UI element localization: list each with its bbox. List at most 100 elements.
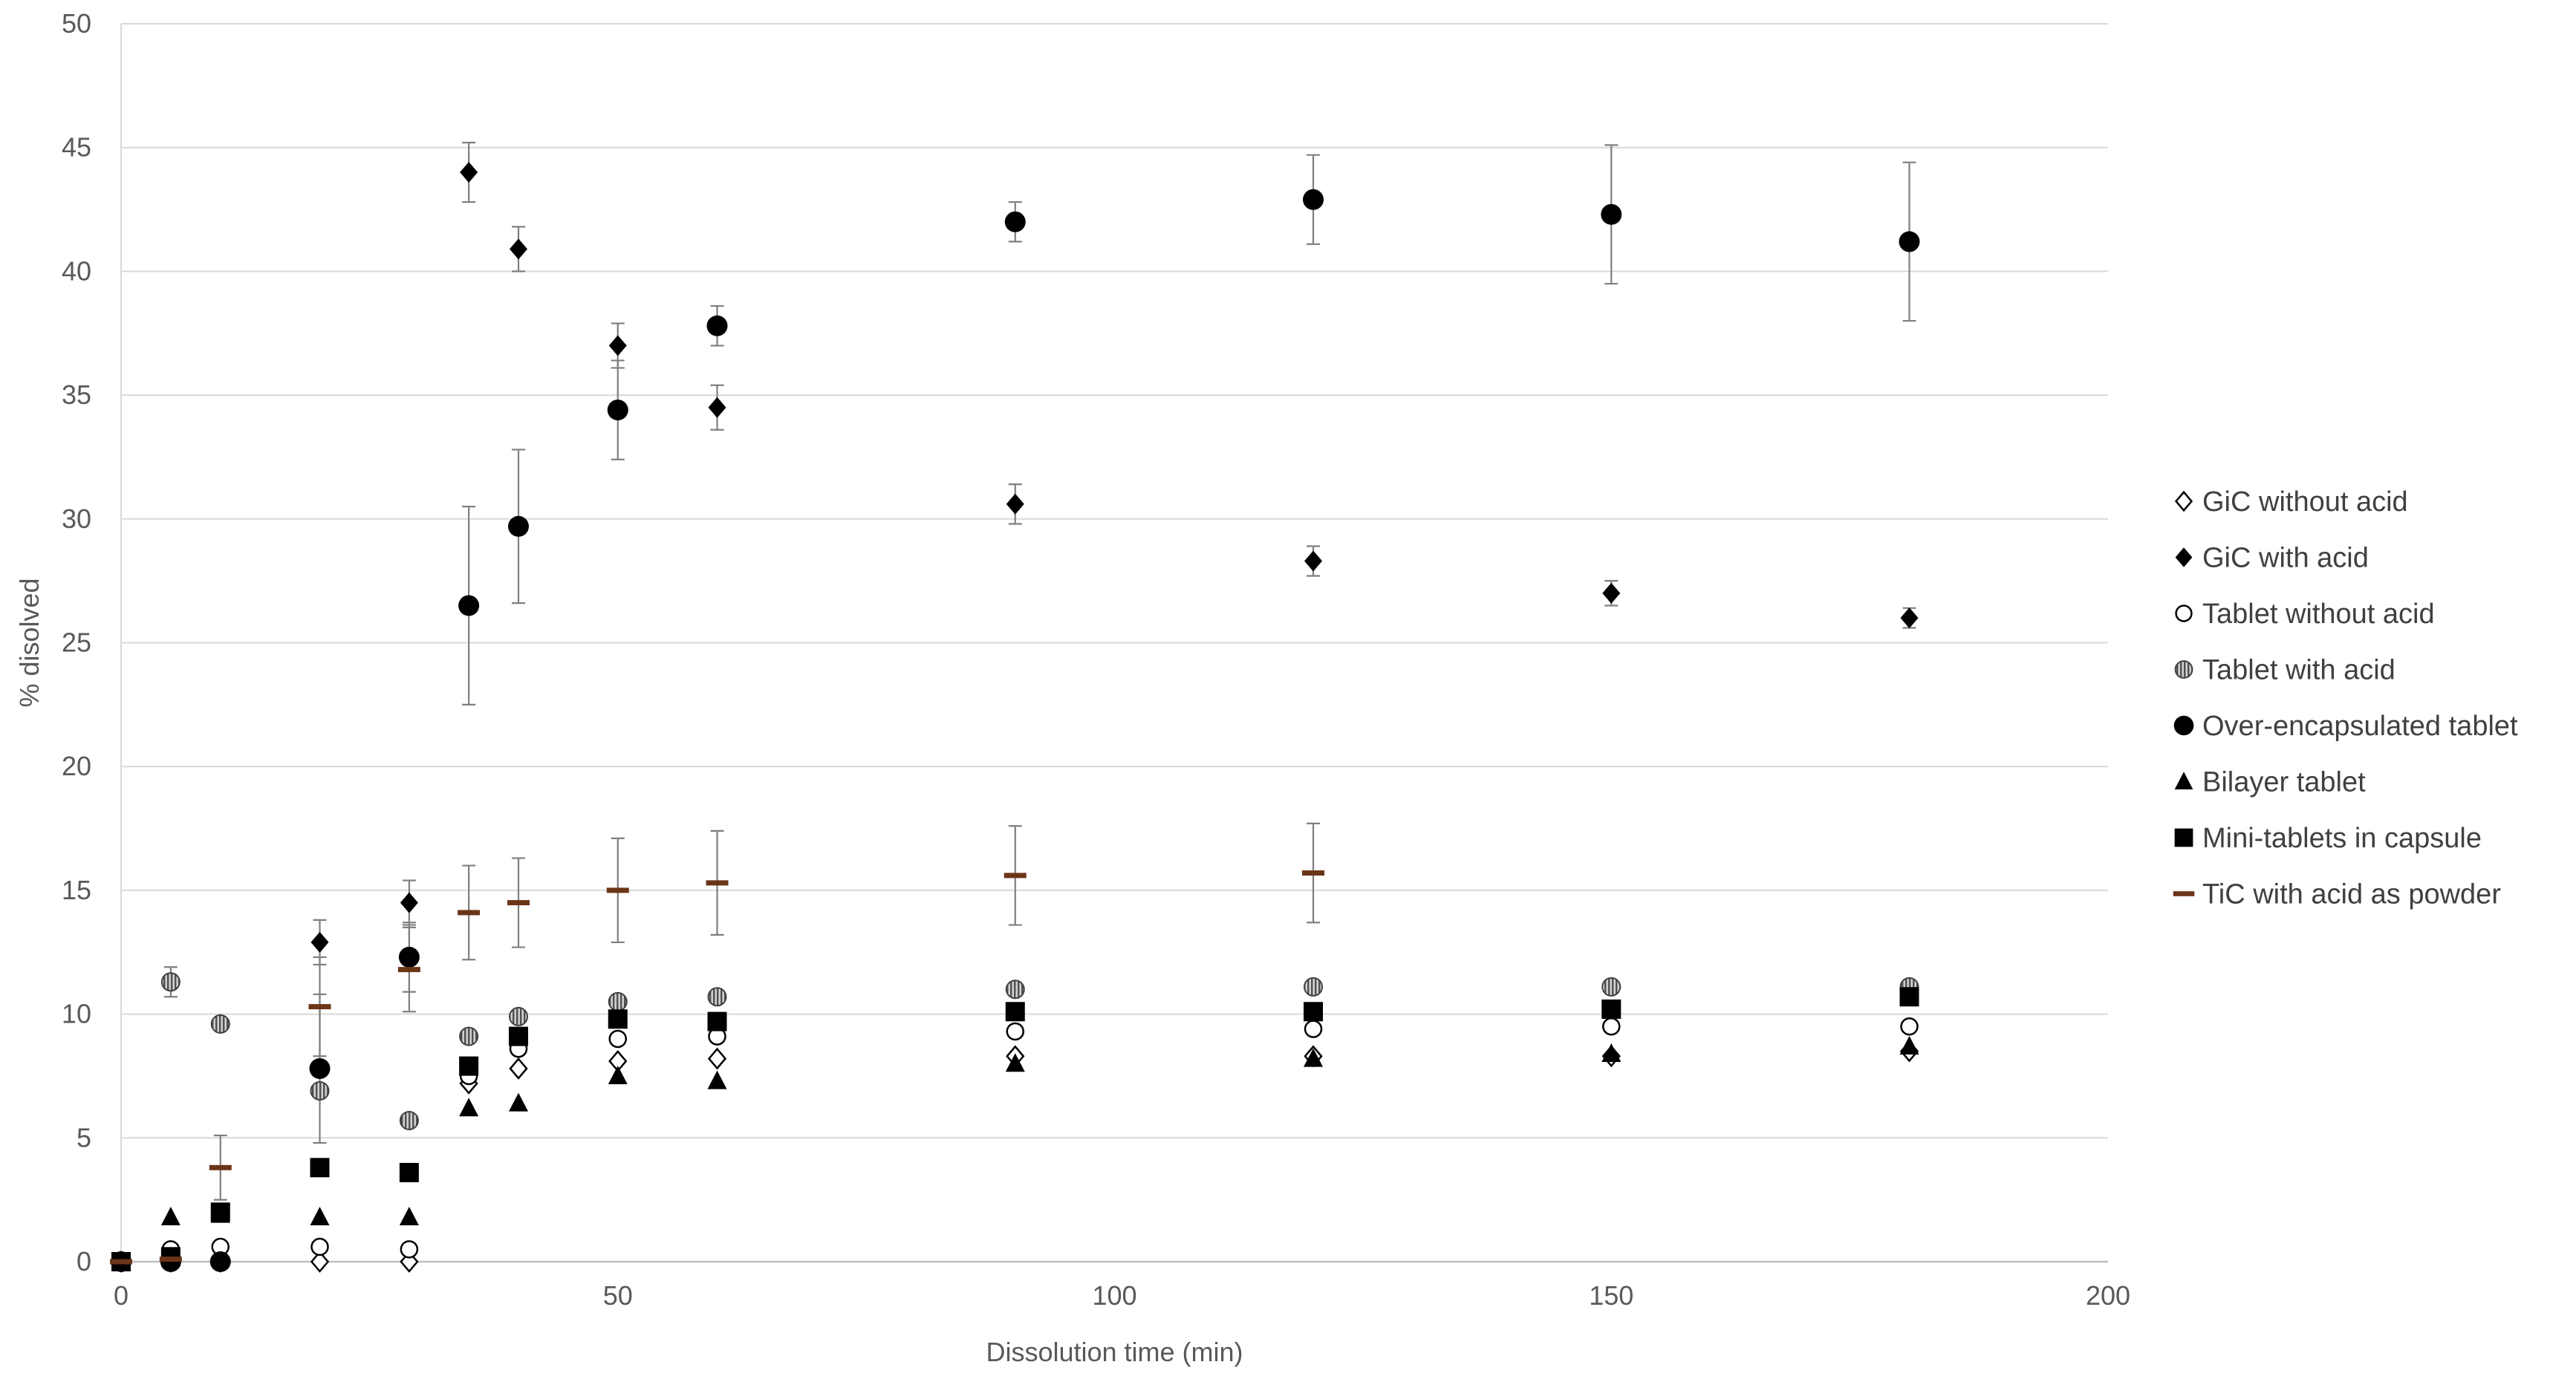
data-point [209,1251,231,1272]
gridlines [121,23,2108,1139]
data-point [310,1158,330,1178]
data-point [1601,977,1622,997]
data-point [1899,1035,1919,1055]
data-point [1304,1048,1323,1067]
legend-marker [2173,891,2195,896]
data-point [400,1240,419,1259]
x-tick-label: 50 [603,1280,633,1311]
legend-item: Tablet with acid [2174,655,2396,686]
data-point [1303,189,1324,210]
data-point [706,880,729,886]
data-point [310,1251,330,1273]
data-point [160,1206,180,1225]
y-tick-label: 20 [62,751,91,781]
data-point [608,335,627,356]
y-axis-title: % disolved [14,578,45,707]
data-point [210,1202,230,1222]
axes: 0 5 10 15 20 25 30 35 40 45 50 0 50 100 150 200 [62,8,2130,1311]
data-point [309,1057,331,1079]
data-point [508,515,529,537]
x-tick-label: 150 [1589,1280,1633,1311]
data-point [608,991,628,1011]
data-point [110,1259,132,1265]
data-point [1900,1017,1919,1036]
x-tick-label: 0 [114,1280,129,1311]
data-point [308,1004,331,1010]
data-point [1004,211,1026,232]
data-point [209,1164,232,1170]
y-tick-label: 0 [77,1246,91,1277]
data-point [1602,1017,1621,1036]
data-point [1304,977,1323,997]
data-point [509,1006,528,1026]
data-point [210,1014,230,1034]
data-point [459,1056,479,1076]
data-point [458,910,481,916]
data-point [310,1237,329,1256]
legend-marker [2174,490,2193,512]
data-point [1601,999,1622,1019]
legend-label: GiC without acid [2202,486,2408,518]
data-point [159,1256,182,1262]
data-point [706,315,728,336]
data-point [707,987,727,1007]
data-point [399,1206,419,1225]
y-tick-label: 35 [62,379,91,410]
data-point [1900,607,1919,629]
legend-label: Over-encapsulated tablet [2202,711,2518,742]
legend-marker [2173,715,2194,736]
data-point [509,1092,528,1112]
data-point [607,400,628,421]
data-point [1602,582,1621,604]
legend-label: TiC with acid as powder [2202,879,2501,910]
data-point [707,1011,727,1031]
data-point [707,1070,727,1089]
legend-marker [2174,828,2193,847]
data-point [310,931,329,953]
data-point [608,1065,628,1084]
data-point [160,972,180,992]
data-point [606,887,629,893]
data-point [1005,980,1025,1000]
x-axis-title: Dissolution time (min) [986,1337,1243,1367]
data-point [400,892,418,913]
data-point [1304,550,1322,572]
data-point [1304,1020,1323,1038]
data-point [459,1026,479,1046]
data-point [1304,1002,1323,1022]
legend-item: Mini-tablets in capsule [2174,823,2482,854]
data-point [608,1009,628,1029]
legend-label: Bilayer tablet [2202,767,2366,798]
legend-item: Over-encapsulated tablet [2173,711,2518,742]
y-tick-label: 50 [62,8,91,39]
data-markers [110,162,1920,1273]
data-point [1601,203,1622,225]
data-point [708,397,726,418]
data-point [507,900,530,906]
data-point [310,1206,330,1225]
y-tick-label: 40 [62,255,91,286]
legend-label: Tablet without acid [2202,599,2435,630]
data-point [510,238,527,260]
y-tick-label: 10 [62,999,91,1029]
data-point [399,1110,419,1130]
data-point [1601,1043,1622,1062]
x-tick-label: 100 [1092,1280,1136,1311]
data-point [1004,873,1027,879]
data-point [398,946,420,968]
data-point [608,1029,627,1049]
data-point [460,162,478,183]
data-point [1899,987,1919,1007]
x-tick-label: 200 [2086,1280,2130,1311]
y-tick-label: 25 [62,628,91,658]
legend: GiC without acid GiC with acid Tablet with… [2173,486,2518,910]
data-point [707,1047,727,1070]
data-point [458,595,480,616]
data-point [459,1098,479,1117]
legend-item: Tablet without acid [2175,599,2435,630]
legend-marker [2175,547,2193,567]
legend-item: TiC with acid as powder [2173,879,2501,910]
y-tick-label: 5 [77,1122,91,1153]
legend-item: Bilayer tablet [2174,767,2366,798]
